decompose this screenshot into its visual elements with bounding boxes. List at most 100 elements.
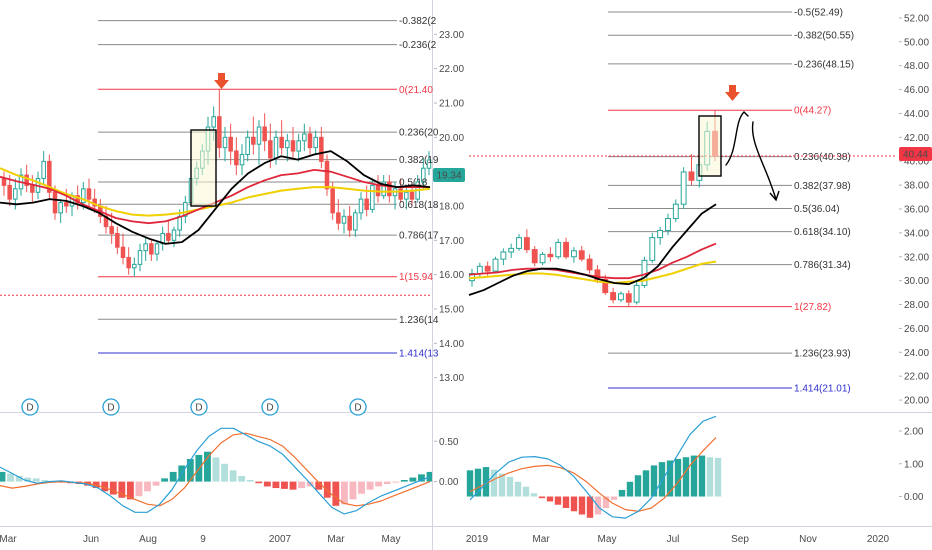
candle-body [672,203,679,220]
price-axis-tick: 34.00 [904,228,929,239]
price-axis-tick: 23.00 [439,30,464,41]
candle-body [47,160,52,193]
candle-body [364,198,369,210]
candle-body [341,215,347,224]
fib-level-label: 1.236(14 [399,315,439,326]
right-macd-layer [466,455,722,518]
macd-histogram-bar [263,481,271,487]
price-axis-tick: 44.00 [904,109,929,120]
candle-body [516,237,522,249]
price-axis-tick: 30.00 [904,276,929,287]
macd-histogram-bar [562,496,570,508]
price-axis-tick: 26.00 [904,324,929,335]
time-axis-tick: Jun [83,534,99,545]
candle-body [657,229,664,239]
macd-histogram-bar [32,478,40,482]
candle-body [126,257,131,269]
macd-histogram-bar [530,493,538,497]
candle-body [58,202,63,214]
candle-body [353,212,358,231]
price-axis-tick: 22.00 [904,372,929,383]
candle-body [398,188,403,200]
macd-histogram-bar [221,463,228,482]
candle-body [570,250,577,258]
candle-body [610,292,617,301]
macd-histogram-bar [289,481,297,490]
macd-histogram-bar [315,481,323,490]
candle-body [143,243,148,252]
macd-histogram-bar [349,481,357,500]
macd-axis-tick: 0.50 [439,437,459,448]
fib-level-label: -0.236(2 [399,40,437,51]
price-axis-tick: 18.00 [439,202,464,213]
candle-body [381,181,386,197]
pane-divider-right [433,412,932,413]
fib-level-label: -0.5(52.49) [794,8,843,19]
right-price-layer [469,11,792,389]
candle-body [324,160,330,190]
macd-histogram-bar [586,496,594,518]
macd-histogram-bar [642,470,650,497]
candle-body [370,184,375,210]
candle-body [149,243,154,255]
candle-body [211,116,216,128]
macd-histogram-bar [152,481,160,486]
candle-body [273,136,279,159]
ma-black-line [468,203,717,296]
candle-body [336,212,341,224]
macd-histogram-bar [578,496,586,515]
macd-histogram-bar [281,481,288,489]
macd-histogram-bar [366,481,374,490]
candle-body [120,246,126,258]
candle-body [279,136,284,149]
candle-body [7,184,12,200]
time-axis-border [0,526,932,527]
time-axis-tick: Jul [667,534,680,545]
macd-histogram-bar [118,481,126,498]
pane-divider-left [0,412,432,413]
macd-histogram-bar [418,474,425,482]
candle-body [547,253,554,258]
macd-histogram-bar [229,470,237,482]
candle-body [262,126,267,142]
price-axis-tick: 22.00 [439,64,464,75]
fib-level-label: 0.618(34.10) [794,227,851,238]
dividend-badge-icon [21,398,39,416]
candle-body [296,140,301,152]
macd-histogram-bar [570,496,578,512]
macd-histogram-bar [714,457,722,497]
macd-histogram-bar [169,471,177,482]
time-axis-tick: 2020 [867,534,890,545]
dividend-badge-icon [190,398,208,416]
candle-body [665,218,671,231]
last-price-tag-right [899,147,932,161]
candle-body [13,188,18,200]
price-axis-tick: 32.00 [904,252,929,263]
macd-histogram-bar [109,481,117,495]
ma-black-line [0,150,431,245]
dividend-badge-icon [349,398,367,416]
time-axis-tick: Mar [0,534,17,545]
candle-body [358,198,364,214]
candle-body [484,265,491,272]
macd-histogram-bar [375,481,383,487]
candle-body [256,126,262,145]
candle-body [30,184,35,193]
price-axis-tick: 15.00 [439,305,464,316]
macd-line [469,415,717,519]
macd-histogram-bar [358,481,365,494]
macd-histogram-bar [24,477,32,482]
macd-axis-tick: 2.00 [904,427,924,438]
macd-histogram-bar [666,460,674,497]
candle-body [387,181,392,197]
fib-level-label: 1.236(23.93) [794,349,851,360]
time-axis-tick: Nov [799,534,817,545]
candle-body [523,237,530,251]
candle-body [41,160,46,180]
price-axis-tick: 14.00 [439,339,464,350]
dividend-badge-label: D [26,403,33,414]
fib-level-label: 0.5(36.04) [794,204,840,215]
macd-histogram-bar [15,475,23,482]
